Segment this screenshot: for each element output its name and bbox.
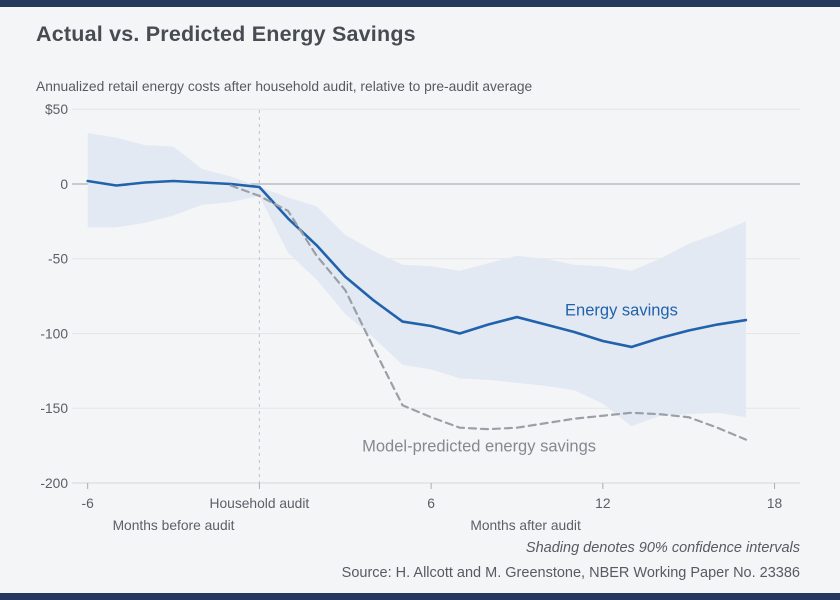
- y-axis-label: $50: [45, 102, 68, 117]
- series-label-0: Energy savings: [565, 302, 678, 320]
- series-line-1: [229, 184, 748, 441]
- series-label-1: Model-predicted energy savings: [362, 438, 596, 456]
- axis-labels-group: $50 0 -50 -100 -150 -200 -6 Household audit 6 12 1…: [40, 102, 782, 533]
- y-axis-label: -50: [48, 252, 68, 267]
- x-axis-label: 12: [595, 496, 610, 511]
- confidence-band-group: [87, 133, 746, 427]
- confidence-note: Shading denotes 90% confidence intervals: [525, 540, 800, 556]
- y-axis-label: -150: [40, 401, 68, 416]
- annotations-group: Energy savings Model-predicted energy sav…: [362, 302, 678, 456]
- y-axis-label: 0: [60, 177, 68, 192]
- x-axis-note: Months after audit: [470, 518, 581, 533]
- chart-subtitle: Annualized retail energy costs after hou…: [36, 79, 533, 94]
- y-axis-label: -100: [40, 326, 68, 341]
- series-line-0: [86, 179, 748, 349]
- x-axis-note: Months before audit: [113, 518, 235, 533]
- axis-ticks-group: [87, 483, 776, 489]
- top-accent-bar: [0, 0, 840, 7]
- confidence-band: [87, 133, 746, 427]
- x-axis-label: 18: [767, 496, 783, 511]
- bottom-accent-bar: [0, 593, 840, 600]
- chart-title: Actual vs. Predicted Energy Savings: [36, 22, 416, 46]
- source-credit: Source: H. Allcott and M. Greenstone, NB…: [341, 565, 800, 581]
- x-axis-label: -6: [82, 496, 95, 511]
- x-axis-label: 6: [427, 496, 435, 511]
- x-axis-label: Household audit: [210, 496, 310, 511]
- series-lines-group: [86, 179, 748, 441]
- y-axis-label: -200: [40, 476, 68, 491]
